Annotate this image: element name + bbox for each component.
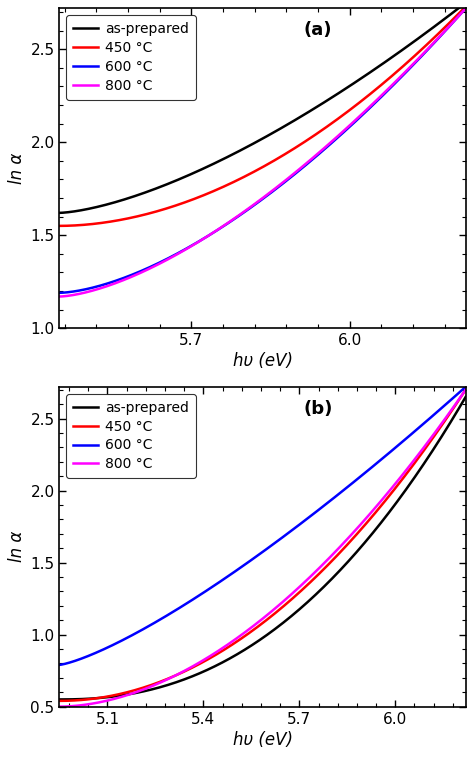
- as-prepared: [363, 71, 368, 80]
- 800 °C: [363, 106, 368, 115]
- Line: 800 °C: 800 °C: [59, 390, 465, 706]
- Line: 450 °C: 450 °C: [59, 390, 465, 701]
- 800 °C: [128, 273, 134, 282]
- 800 °C: [328, 552, 334, 561]
- Line: as-prepared: as-prepared: [59, 397, 465, 699]
- Y-axis label: ln α: ln α: [9, 153, 27, 184]
- as-prepared: [128, 690, 134, 699]
- Line: as-prepared: as-prepared: [59, 3, 465, 213]
- 600 °C: [161, 612, 167, 621]
- 450 °C: [328, 120, 334, 129]
- 450 °C: [161, 676, 167, 685]
- 600 °C: [240, 208, 246, 217]
- as-prepared: [56, 695, 62, 704]
- 600 °C: [363, 468, 368, 477]
- as-prepared: [128, 193, 134, 202]
- X-axis label: hυ (eV): hυ (eV): [233, 731, 292, 749]
- 600 °C: [328, 496, 334, 505]
- 450 °C: [363, 93, 368, 102]
- 450 °C: [296, 588, 301, 597]
- 800 °C: [296, 583, 301, 592]
- as-prepared: [363, 537, 368, 547]
- 600 °C: [56, 660, 62, 669]
- 450 °C: [56, 696, 62, 706]
- 800 °C: [128, 689, 134, 698]
- 450 °C: [128, 687, 134, 696]
- 600 °C: [240, 561, 246, 570]
- 600 °C: [161, 256, 167, 265]
- 450 °C: [363, 520, 368, 529]
- as-prepared: [328, 575, 334, 584]
- 450 °C: [463, 385, 468, 394]
- 600 °C: [128, 270, 134, 279]
- 600 °C: [363, 107, 368, 117]
- Text: (b): (b): [303, 400, 333, 418]
- as-prepared: [161, 681, 167, 690]
- X-axis label: hυ (eV): hυ (eV): [233, 352, 292, 370]
- 800 °C: [463, 4, 468, 13]
- 800 °C: [240, 207, 246, 217]
- Line: 600 °C: 600 °C: [59, 387, 465, 665]
- as-prepared: [296, 606, 301, 615]
- 450 °C: [328, 558, 334, 567]
- Line: 800 °C: 800 °C: [59, 8, 465, 297]
- Legend: as-prepared, 450 °C, 600 °C, 800 °C: as-prepared, 450 °C, 600 °C, 800 °C: [66, 15, 196, 100]
- Y-axis label: ln α: ln α: [9, 531, 27, 562]
- 800 °C: [161, 677, 167, 686]
- as-prepared: [240, 646, 246, 655]
- 450 °C: [296, 141, 301, 150]
- 800 °C: [296, 165, 301, 174]
- 450 °C: [240, 633, 246, 642]
- as-prepared: [161, 181, 167, 190]
- 800 °C: [363, 515, 368, 524]
- as-prepared: [463, 0, 468, 8]
- as-prepared: [328, 94, 334, 103]
- 600 °C: [56, 288, 62, 298]
- 600 °C: [463, 4, 468, 13]
- 800 °C: [328, 138, 334, 147]
- 800 °C: [240, 629, 246, 638]
- 450 °C: [161, 204, 167, 213]
- as-prepared: [296, 114, 301, 123]
- 800 °C: [56, 292, 62, 301]
- 600 °C: [328, 139, 334, 148]
- as-prepared: [463, 392, 468, 401]
- 450 °C: [240, 173, 246, 182]
- 600 °C: [463, 382, 468, 391]
- 600 °C: [296, 521, 301, 530]
- as-prepared: [240, 145, 246, 154]
- 600 °C: [296, 167, 301, 176]
- 450 °C: [56, 221, 62, 230]
- 600 °C: [128, 631, 134, 640]
- 800 °C: [161, 257, 167, 266]
- Legend: as-prepared, 450 °C, 600 °C, 800 °C: as-prepared, 450 °C, 600 °C, 800 °C: [66, 394, 196, 478]
- Line: 600 °C: 600 °C: [59, 8, 465, 293]
- 450 °C: [463, 2, 468, 11]
- 800 °C: [463, 385, 468, 394]
- as-prepared: [56, 208, 62, 217]
- 450 °C: [128, 213, 134, 223]
- 800 °C: [56, 702, 62, 711]
- Line: 450 °C: 450 °C: [59, 7, 465, 226]
- Text: (a): (a): [303, 21, 332, 39]
